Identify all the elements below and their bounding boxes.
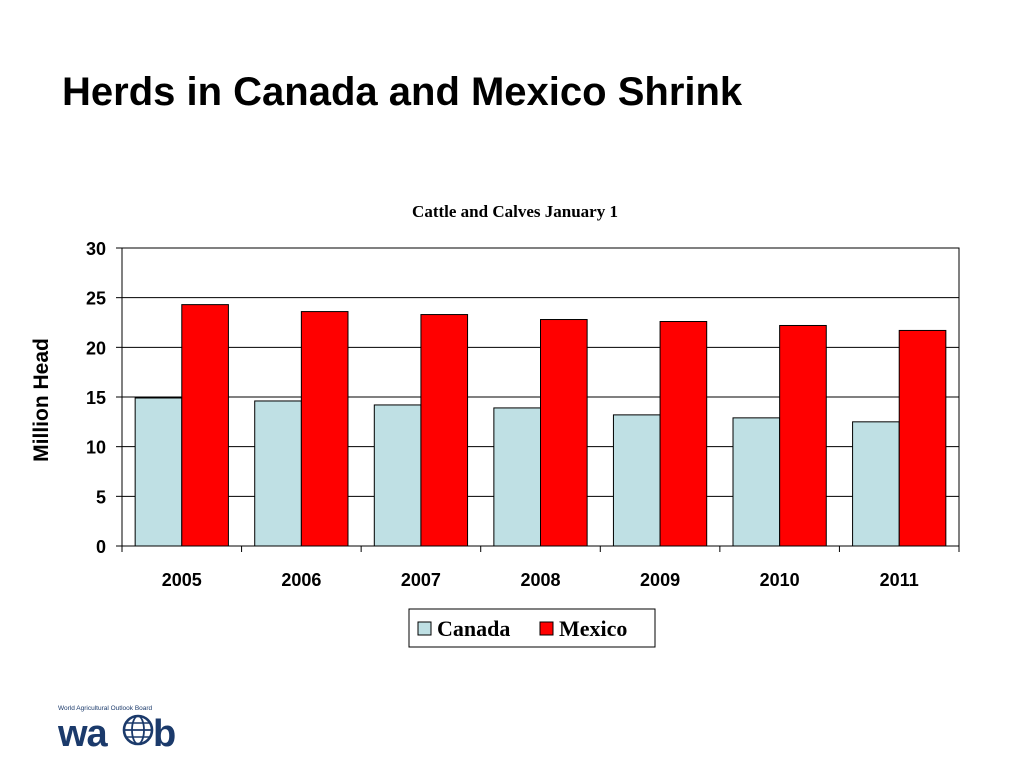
- logo-wordmark: wa: [58, 713, 109, 753]
- legend-label-mexico: Mexico: [559, 616, 627, 641]
- bar-canada-2011: [852, 421, 900, 547]
- globe-icon: [122, 714, 154, 746]
- logo-tagline: World Agricultural Outlook Board: [58, 705, 153, 712]
- waob-logo: World Agricultural Outlook Board wa b: [58, 705, 176, 753]
- bar-canada-2009: [612, 414, 661, 547]
- y-tick-label: 0: [96, 537, 106, 557]
- legend-swatch-canada: [417, 621, 432, 636]
- y-tick-label: 15: [86, 388, 106, 408]
- bar-chart: Cattle and Calves January 1 0 5 10 15 20 25 30…: [30, 202, 960, 648]
- bar-mexico-2005: [181, 304, 229, 547]
- y-tick-label: 30: [86, 239, 106, 259]
- chart-title: Cattle and Calves January 1: [412, 202, 618, 221]
- bar-mexico-2009: [659, 321, 708, 547]
- legend-box: [408, 608, 656, 648]
- bars: [134, 304, 947, 547]
- bar-mexico-2006: [300, 311, 349, 547]
- bar-canada-2006: [254, 400, 302, 547]
- x-tick-label: 2005: [162, 570, 202, 590]
- legend-swatch-mexico: [539, 621, 554, 636]
- x-tick-label: 2008: [520, 570, 560, 590]
- y-tick-label: 5: [96, 487, 106, 507]
- logo-wordmark-b: b: [153, 713, 176, 753]
- x-tick-label: 2006: [281, 570, 321, 590]
- axes: 0 5 10 15 20 25 30 2005 2006 2007 2008 2009 2010 2011: [86, 239, 960, 590]
- bar-canada-2008: [493, 407, 542, 547]
- x-tick-label: 2011: [880, 570, 919, 590]
- bar-canada-2007: [373, 404, 422, 547]
- y-tick-label: 20: [86, 338, 106, 358]
- bar-mexico-2011: [898, 329, 947, 547]
- legend: Canada Mexico: [408, 608, 656, 648]
- y-tick-label: 10: [86, 438, 106, 458]
- bar-canada-2005: [134, 397, 183, 547]
- x-tick-label: 2009: [640, 570, 680, 590]
- page-title: Herds in Canada and Mexico Shrink: [62, 70, 743, 114]
- x-tick-label: 2010: [760, 570, 800, 590]
- y-axis-label: Million Head: [30, 338, 53, 462]
- bar-canada-2010: [732, 417, 781, 547]
- bar-mexico-2010: [779, 324, 827, 547]
- bar-mexico-2008: [540, 319, 588, 547]
- bar-mexico-2007: [420, 314, 469, 547]
- y-tick-label: 25: [86, 289, 106, 309]
- x-tick-label: 2007: [401, 570, 441, 590]
- legend-label-canada: Canada: [437, 616, 510, 641]
